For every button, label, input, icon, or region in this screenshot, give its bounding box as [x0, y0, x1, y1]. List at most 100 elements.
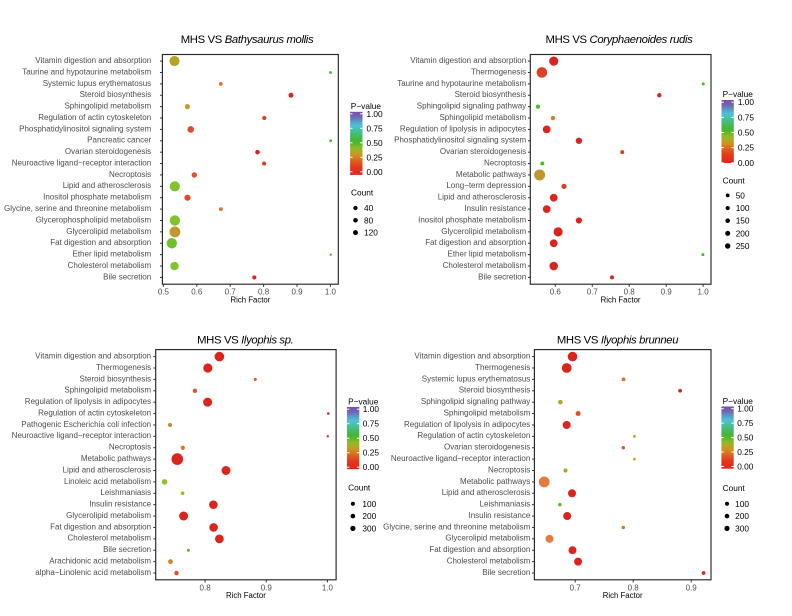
svg-text:Bile secretion: Bile secretion [103, 545, 151, 554]
svg-text:Steroid biosynthesis: Steroid biosynthesis [455, 90, 527, 99]
svg-text:Phosphatidylinositol signaling: Phosphatidylinositol signaling system [19, 124, 151, 133]
svg-text:Necroptosis: Necroptosis [484, 158, 526, 167]
svg-text:Leishmaniasis: Leishmaniasis [480, 500, 531, 509]
svg-text:Fat digestion and absorption: Fat digestion and absorption [50, 238, 151, 247]
svg-text:Necroptosis: Necroptosis [109, 443, 151, 452]
svg-text:0.9: 0.9 [686, 584, 698, 593]
svg-text:200: 200 [735, 511, 749, 521]
svg-text:0.00: 0.00 [363, 462, 380, 472]
svg-text:Sphingolipid metabolism: Sphingolipid metabolism [64, 102, 151, 111]
svg-text:0.6: 0.6 [550, 287, 562, 296]
svg-text:Rich Factor: Rich Factor [226, 591, 266, 600]
svg-text:Inositol phosphate metabolism: Inositol phosphate metabolism [418, 215, 526, 224]
svg-text:1.00: 1.00 [738, 97, 755, 107]
svg-text:0.8: 0.8 [200, 584, 212, 593]
svg-text:Count: Count [351, 188, 374, 198]
svg-text:100: 100 [362, 499, 376, 509]
svg-text:Ether lipid metabolism: Ether lipid metabolism [447, 250, 526, 259]
svg-text:Sphingolipid metabolism: Sphingolipid metabolism [439, 113, 526, 122]
svg-text:Bile secretion: Bile secretion [482, 568, 530, 577]
svg-text:Long−term depression: Long−term depression [446, 181, 526, 190]
svg-text:0.6: 0.6 [191, 287, 203, 296]
svg-text:0.8: 0.8 [258, 287, 270, 296]
svg-text:Cholesterol metabolism: Cholesterol metabolism [443, 261, 527, 270]
svg-text:Linoleic acid metabolism: Linoleic acid metabolism [64, 477, 151, 486]
svg-text:0.7: 0.7 [587, 287, 599, 296]
svg-text:0.50: 0.50 [367, 138, 384, 148]
svg-text:MHS VS Ilyophis brunneu: MHS VS Ilyophis brunneu [557, 335, 679, 347]
svg-text:Neuroactive ligand−receptor in: Neuroactive ligand−receptor interaction [12, 431, 151, 440]
svg-text:Glycerolipid metabolism: Glycerolipid metabolism [445, 534, 530, 543]
svg-text:Count: Count [723, 483, 746, 493]
svg-text:150: 150 [736, 216, 750, 226]
svg-text:Ovarian steroidogenesis: Ovarian steroidogenesis [440, 147, 526, 156]
svg-text:0.50: 0.50 [738, 128, 755, 138]
svg-text:0.7: 0.7 [225, 287, 237, 296]
svg-text:1.00: 1.00 [737, 404, 754, 414]
svg-text:Inositol phosphate metabolism: Inositol phosphate metabolism [43, 193, 151, 202]
svg-text:0.25: 0.25 [367, 152, 384, 162]
svg-text:Regulation of actin cytoskelet: Regulation of actin cytoskeleton [38, 408, 151, 417]
svg-text:Sphingolipid signaling pathway: Sphingolipid signaling pathway [417, 102, 526, 111]
svg-text:0.00: 0.00 [367, 167, 384, 177]
svg-text:Cholesterol metabolism: Cholesterol metabolism [68, 261, 152, 270]
svg-text:50: 50 [736, 190, 746, 200]
svg-text:Count: Count [723, 176, 746, 186]
svg-text:Regulation of lipolysis in adi: Regulation of lipolysis in adipocytes [404, 420, 530, 429]
svg-text:100: 100 [736, 203, 750, 213]
svg-text:Sphingolipid metabolism: Sphingolipid metabolism [444, 408, 531, 417]
svg-text:1.0: 1.0 [698, 287, 710, 296]
svg-text:Regulation of lipolysis in adi: Regulation of lipolysis in adipocytes [400, 124, 526, 133]
svg-text:Systemic lupus erythematosus: Systemic lupus erythematosus [422, 374, 531, 383]
svg-text:Cholesterol metabolism: Cholesterol metabolism [68, 534, 152, 543]
svg-text:Vitamin digestion and absorpti: Vitamin digestion and absorption [35, 56, 151, 65]
svg-text:Ovarian steroidogenesis: Ovarian steroidogenesis [444, 443, 530, 452]
svg-text:Count: Count [348, 483, 371, 493]
svg-text:Thermogenesis: Thermogenesis [471, 67, 526, 76]
svg-text:Arachidonic acid metabolism: Arachidonic acid metabolism [49, 557, 151, 566]
svg-text:Sphingolipid signaling pathway: Sphingolipid signaling pathway [421, 397, 530, 406]
svg-text:200: 200 [736, 228, 750, 238]
svg-text:Thermogenesis: Thermogenesis [96, 363, 151, 372]
svg-text:Ether lipid metabolism: Ether lipid metabolism [72, 250, 151, 259]
svg-text:80: 80 [364, 215, 374, 225]
svg-text:0.50: 0.50 [363, 433, 380, 443]
svg-text:Bile secretion: Bile secretion [103, 272, 151, 281]
svg-text:MHS VS Bathysaurus mollis: MHS VS Bathysaurus mollis [181, 34, 314, 46]
svg-text:Pathogenic Escherichia coli in: Pathogenic Escherichia coli infection [21, 420, 151, 429]
svg-text:Rich Factor: Rich Factor [601, 295, 641, 304]
svg-text:0.9: 0.9 [661, 287, 673, 296]
svg-text:Fat digestion and absorption: Fat digestion and absorption [429, 545, 530, 554]
svg-text:Taurine and hypotaurine metabo: Taurine and hypotaurine metabolism [397, 79, 526, 88]
svg-text:0.8: 0.8 [628, 584, 640, 593]
svg-text:Metabolic pathways: Metabolic pathways [460, 477, 530, 486]
svg-text:0.75: 0.75 [367, 123, 384, 133]
svg-text:Necroptosis: Necroptosis [109, 170, 151, 179]
svg-text:Sphingolipid metabolism: Sphingolipid metabolism [64, 386, 151, 395]
svg-text:Taurine and hypotaurine metabo: Taurine and hypotaurine metabolism [22, 67, 151, 76]
svg-text:Rich Factor: Rich Factor [230, 295, 270, 304]
svg-text:Glycerolipid metabolism: Glycerolipid metabolism [66, 227, 151, 236]
svg-text:0.7: 0.7 [570, 584, 582, 593]
svg-text:0.50: 0.50 [737, 433, 754, 443]
svg-text:0.8: 0.8 [624, 287, 636, 296]
svg-text:0.25: 0.25 [363, 448, 380, 458]
svg-text:MHS VS Coryphaenoides rudis: MHS VS Coryphaenoides rudis [546, 34, 694, 46]
svg-text:Bile secretion: Bile secretion [478, 272, 526, 281]
svg-text:MHS VS Ilyophis sp.: MHS VS Ilyophis sp. [197, 335, 293, 347]
svg-text:Steroid biosynthesis: Steroid biosynthesis [80, 90, 152, 99]
svg-text:Insulin resistance: Insulin resistance [468, 511, 530, 520]
svg-text:P−value: P−value [723, 396, 754, 406]
svg-text:Leishmaniasis: Leishmaniasis [100, 488, 151, 497]
svg-text:Ovarian steroidogenesis: Ovarian steroidogenesis [65, 147, 151, 156]
svg-text:1.00: 1.00 [367, 109, 384, 119]
svg-text:Vitamin digestion and absorpti: Vitamin digestion and absorption [35, 352, 151, 361]
svg-text:100: 100 [735, 499, 749, 509]
svg-text:250: 250 [736, 241, 750, 251]
svg-text:0.25: 0.25 [737, 447, 754, 457]
svg-text:Metabolic pathways: Metabolic pathways [456, 170, 526, 179]
svg-text:P−value: P−value [723, 89, 754, 99]
svg-text:Neuroactive ligand−receptor in: Neuroactive ligand−receptor interaction [12, 158, 151, 167]
svg-text:Glycerolipid metabolism: Glycerolipid metabolism [441, 227, 526, 236]
svg-text:Necroptosis: Necroptosis [488, 465, 530, 474]
